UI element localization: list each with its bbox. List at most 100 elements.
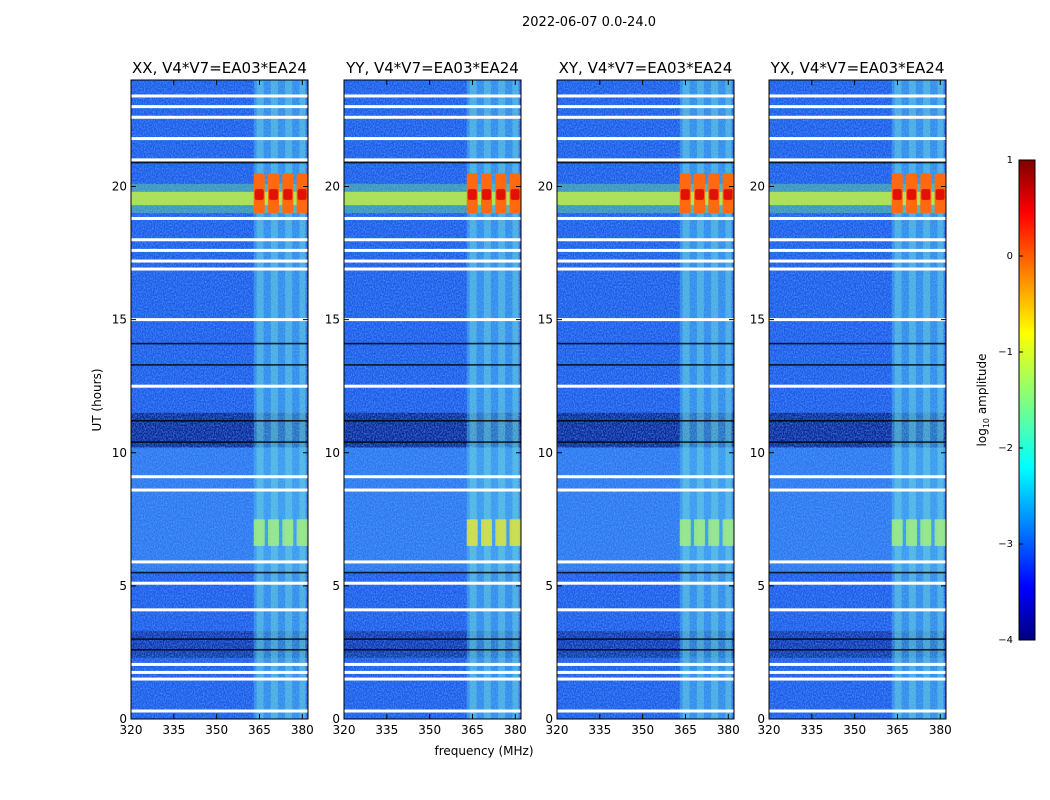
flagged-gap — [131, 216, 308, 220]
colorbar-label: log10 amplitude — [975, 354, 991, 447]
flagged-gap — [131, 267, 308, 271]
flagged-gap — [557, 608, 734, 612]
flagged-gap — [344, 259, 521, 263]
dark-line — [557, 648, 734, 651]
y-tick-label: 0 — [332, 712, 340, 726]
flagged-gap — [769, 384, 946, 388]
rfi-block — [509, 519, 521, 546]
x-tick-label: 365 — [248, 723, 271, 737]
rfi-block — [481, 519, 493, 546]
panel-xx: XX, V4*V7=EA03*EA24 320 335 350 365 380 0 5 10 15… — [112, 59, 314, 737]
y-tick-label: 15 — [112, 313, 127, 327]
y-tick-label: 0 — [545, 712, 553, 726]
rfi-channel — [285, 80, 293, 719]
x-tick-label: 335 — [162, 723, 185, 737]
x-tick-label: 365 — [461, 723, 484, 737]
event-hotspot-core — [695, 189, 705, 200]
rfi-channel — [908, 80, 916, 719]
flagged-gap — [769, 709, 946, 713]
colorbar-tick-label: −2 — [998, 443, 1013, 454]
flagged-gap — [769, 267, 946, 271]
flagged-gap — [769, 318, 946, 322]
rfi-block — [891, 519, 903, 546]
dark-line — [344, 420, 521, 422]
flagged-gap — [344, 384, 521, 388]
y-tick-label: 20 — [325, 180, 340, 194]
panel-frame — [130, 79, 309, 720]
rfi-block — [708, 519, 720, 546]
flagged-gap — [344, 475, 521, 479]
flagged-gap — [769, 560, 946, 564]
rfi-block — [268, 519, 280, 546]
flagged-gap — [131, 318, 308, 322]
flagged-gap — [131, 581, 308, 585]
y-tick-label: 10 — [750, 446, 765, 460]
y-tick-label: 0 — [119, 712, 127, 726]
x-tick-label: 320 — [758, 723, 781, 737]
rfi-channel — [483, 80, 491, 719]
x-axis-label: frequency (MHz) — [434, 744, 533, 758]
flagged-gap — [131, 259, 308, 263]
rfi-block — [282, 519, 294, 546]
flagged-gap — [557, 709, 734, 713]
flagged-gap — [557, 670, 734, 674]
x-tick-label: 365 — [886, 723, 909, 737]
flagged-gap — [769, 670, 946, 674]
x-tick-label: 380 — [504, 723, 527, 737]
colorbar-gradient — [1018, 159, 1036, 641]
dark-line — [769, 161, 946, 164]
dark-line — [769, 420, 946, 422]
flagged-gap — [131, 248, 308, 252]
event-hotspot-core — [510, 189, 520, 200]
y-tick-label: 10 — [112, 446, 127, 460]
dark-line — [769, 571, 946, 574]
event-hotspot-core — [935, 189, 945, 200]
flagged-gap — [557, 259, 734, 263]
dark-line — [769, 364, 946, 366]
x-tick-label: 350 — [843, 723, 866, 737]
flagged-gap — [131, 137, 308, 141]
flagged-gap — [344, 267, 521, 271]
panel-title: YY, V4*V7=EA03*EA24 — [345, 59, 519, 77]
flagged-gap — [131, 670, 308, 674]
rfi-block — [495, 519, 507, 546]
panel-title: XX, V4*V7=EA03*EA24 — [132, 59, 307, 77]
flagged-gap — [557, 248, 734, 252]
flagged-gap — [769, 608, 946, 612]
rfi-channel — [469, 80, 477, 719]
flagged-gap — [769, 158, 946, 162]
flagged-gap — [344, 488, 521, 492]
dark-line — [344, 648, 521, 651]
flagged-gap — [557, 560, 734, 564]
colorbar-tick-label: 1 — [1007, 155, 1013, 166]
rfi-block — [253, 519, 265, 546]
flagged-gap — [769, 259, 946, 263]
dark-line — [131, 441, 308, 443]
rfi-channel — [937, 80, 945, 719]
event-halo — [131, 183, 308, 214]
y-tick-label: 15 — [538, 313, 553, 327]
dark-line — [769, 638, 946, 640]
flagged-gap — [557, 662, 734, 666]
dark-line — [131, 161, 308, 164]
event-hotspot-core — [892, 189, 902, 200]
flagged-gap — [557, 318, 734, 322]
flagged-gap — [557, 158, 734, 162]
flagged-gap — [344, 248, 521, 252]
rfi-channel — [299, 80, 307, 719]
flagged-gap — [344, 608, 521, 612]
y-axis-label: UT (hours) — [90, 368, 104, 431]
dark-line — [557, 571, 734, 574]
flagged-gap — [769, 581, 946, 585]
event-hotspot-core — [723, 189, 733, 200]
flagged-gap — [131, 662, 308, 666]
rfi-channel — [256, 80, 264, 719]
suptitle: 2022-06-07 0.0-24.0 — [522, 15, 656, 30]
flagged-gap — [557, 581, 734, 585]
panel-yy: YY, V4*V7=EA03*EA24 320 335 350 365 380 0 5 10 15… — [325, 59, 527, 737]
colorbar-label-rest: amplitude — [975, 354, 989, 418]
flagged-gap — [769, 94, 946, 98]
flagged-gap — [344, 670, 521, 674]
flagged-gap — [557, 94, 734, 98]
event-hotspot-core — [496, 189, 506, 200]
